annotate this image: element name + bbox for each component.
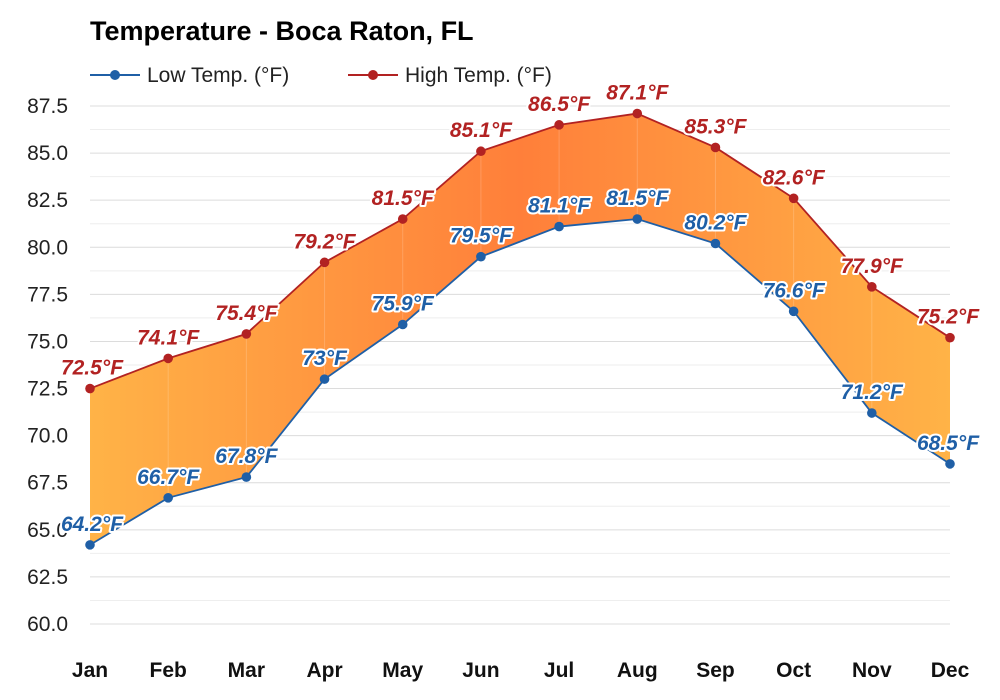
range-band bbox=[90, 113, 950, 545]
y-tick-label: 80.0 bbox=[27, 236, 68, 259]
high-temp-line bbox=[89, 112, 951, 390]
x-tick-label: Sep bbox=[696, 659, 735, 682]
y-tick-label: 70.0 bbox=[27, 425, 68, 448]
low-temp-point[interactable] bbox=[867, 408, 877, 418]
legend: Low Temp. (°F) High Temp. (°F) bbox=[90, 64, 552, 87]
temperature-range-fill bbox=[90, 113, 950, 545]
low-temp-label: 80.2°F bbox=[684, 212, 747, 235]
high-temp-point[interactable] bbox=[632, 108, 643, 119]
y-tick-label: 85.0 bbox=[27, 142, 68, 165]
high-temp-point[interactable] bbox=[397, 214, 408, 224]
x-axis: Jan Feb Mar Apr May Jun Jul Aug Sep Oct Nov Dec bbox=[72, 659, 970, 682]
chart-title: Temperature - Boca Raton, FL bbox=[90, 16, 474, 46]
high-temp-point[interactable] bbox=[476, 146, 486, 157]
y-tick-label: 75.0 bbox=[27, 330, 68, 353]
high-temp-label: 85.3°F bbox=[684, 115, 747, 138]
high-temp-label: 75.2°F bbox=[917, 306, 980, 329]
high-temp-point[interactable] bbox=[241, 329, 252, 339]
y-tick-label: 65.0 bbox=[27, 519, 68, 542]
legend-marker-high bbox=[368, 70, 378, 80]
x-tick-label: Jul bbox=[544, 659, 574, 682]
x-tick-label: Dec bbox=[931, 659, 970, 682]
legend-item-high[interactable]: High Temp. (°F) bbox=[348, 64, 552, 87]
high-temp-point[interactable] bbox=[319, 257, 330, 268]
x-tick-label: Jan bbox=[72, 659, 108, 682]
low-temp-point[interactable] bbox=[397, 319, 408, 330]
low-temp-label: 73°F bbox=[302, 347, 348, 370]
series-lines bbox=[89, 112, 951, 546]
low-temp-point[interactable] bbox=[632, 214, 643, 224]
high-temp-label: 86.5°F bbox=[528, 93, 591, 116]
high-temp-point[interactable] bbox=[867, 282, 877, 292]
low-temp-label: 68.5°F bbox=[917, 432, 980, 455]
x-tick-label: Jun bbox=[462, 659, 499, 682]
y-axis: 60.0 62.5 65.0 67.5 70.0 72.5 75.0 77.5 80.0 82.5… bbox=[27, 95, 68, 636]
x-tick-label: Mar bbox=[228, 659, 265, 682]
low-temp-label: 75.9°F bbox=[372, 293, 435, 316]
y-tick-label: 62.5 bbox=[27, 566, 68, 589]
legend-marker-low bbox=[110, 70, 120, 80]
low-temp-label: 71.2°F bbox=[841, 381, 904, 404]
low-temp-point[interactable] bbox=[163, 492, 173, 503]
low-temp-label: 81.1°F bbox=[528, 195, 591, 218]
y-tick-label: 77.5 bbox=[27, 283, 68, 306]
low-temp-label: 81.5°F bbox=[606, 187, 669, 210]
x-tick-label: Feb bbox=[150, 659, 187, 682]
x-tick-label: Nov bbox=[852, 659, 892, 682]
high-temp-point[interactable] bbox=[945, 332, 955, 343]
high-temp-label: 87.1°F bbox=[606, 82, 669, 105]
legend-label-low: Low Temp. (°F) bbox=[147, 64, 289, 87]
low-temp-point[interactable] bbox=[85, 540, 95, 550]
low-temp-point[interactable] bbox=[241, 472, 252, 482]
low-temp-point[interactable] bbox=[788, 306, 799, 317]
low-temp-label: 66.7°F bbox=[137, 466, 200, 489]
low-temp-point[interactable] bbox=[945, 459, 955, 469]
low-temp-line bbox=[89, 218, 951, 546]
high-temp-label: 75.4°F bbox=[215, 302, 278, 325]
y-tick-label: 67.5 bbox=[27, 472, 68, 495]
low-temp-label: 76.6°F bbox=[763, 279, 826, 302]
high-temp-point[interactable] bbox=[788, 193, 799, 204]
data-labels: 64.2°F 66.7°F 67.8°F 73°F 75.9°F 79.5°F 81.1°F… bbox=[59, 80, 982, 538]
high-temp-label: 74.1°F bbox=[137, 326, 200, 349]
high-temp-label: 72.5°F bbox=[61, 357, 124, 380]
y-tick-label: 60.0 bbox=[27, 613, 68, 636]
high-temp-point[interactable] bbox=[163, 353, 173, 364]
high-temp-label: 79.2°F bbox=[293, 230, 356, 253]
x-tick-label: Aug bbox=[617, 659, 658, 682]
x-tick-label: Apr bbox=[306, 659, 342, 682]
y-tick-label: 72.5 bbox=[27, 378, 68, 401]
high-temp-label: 81.5°F bbox=[372, 187, 435, 210]
low-temp-point[interactable] bbox=[554, 221, 564, 232]
low-temp-label: 79.5°F bbox=[450, 225, 513, 248]
low-temp-point[interactable] bbox=[710, 238, 721, 249]
high-temp-point[interactable] bbox=[554, 120, 564, 130]
high-temp-label: 85.1°F bbox=[450, 119, 513, 142]
y-tick-label: 82.5 bbox=[27, 189, 68, 212]
high-temp-point[interactable] bbox=[85, 383, 95, 394]
x-tick-label: Oct bbox=[776, 659, 811, 682]
low-temp-point[interactable] bbox=[319, 374, 330, 384]
series-points bbox=[85, 108, 955, 550]
legend-item-low[interactable]: Low Temp. (°F) bbox=[90, 64, 289, 87]
legend-label-high: High Temp. (°F) bbox=[405, 64, 552, 87]
y-tick-label: 87.5 bbox=[27, 95, 68, 118]
high-temp-label: 77.9°F bbox=[841, 255, 904, 278]
low-temp-point[interactable] bbox=[476, 251, 486, 262]
high-temp-label: 82.6°F bbox=[763, 166, 826, 189]
high-temp-point[interactable] bbox=[710, 142, 721, 153]
low-temp-label: 64.2°F bbox=[61, 513, 124, 536]
low-temp-label: 67.8°F bbox=[215, 445, 278, 468]
x-tick-label: May bbox=[382, 659, 423, 682]
